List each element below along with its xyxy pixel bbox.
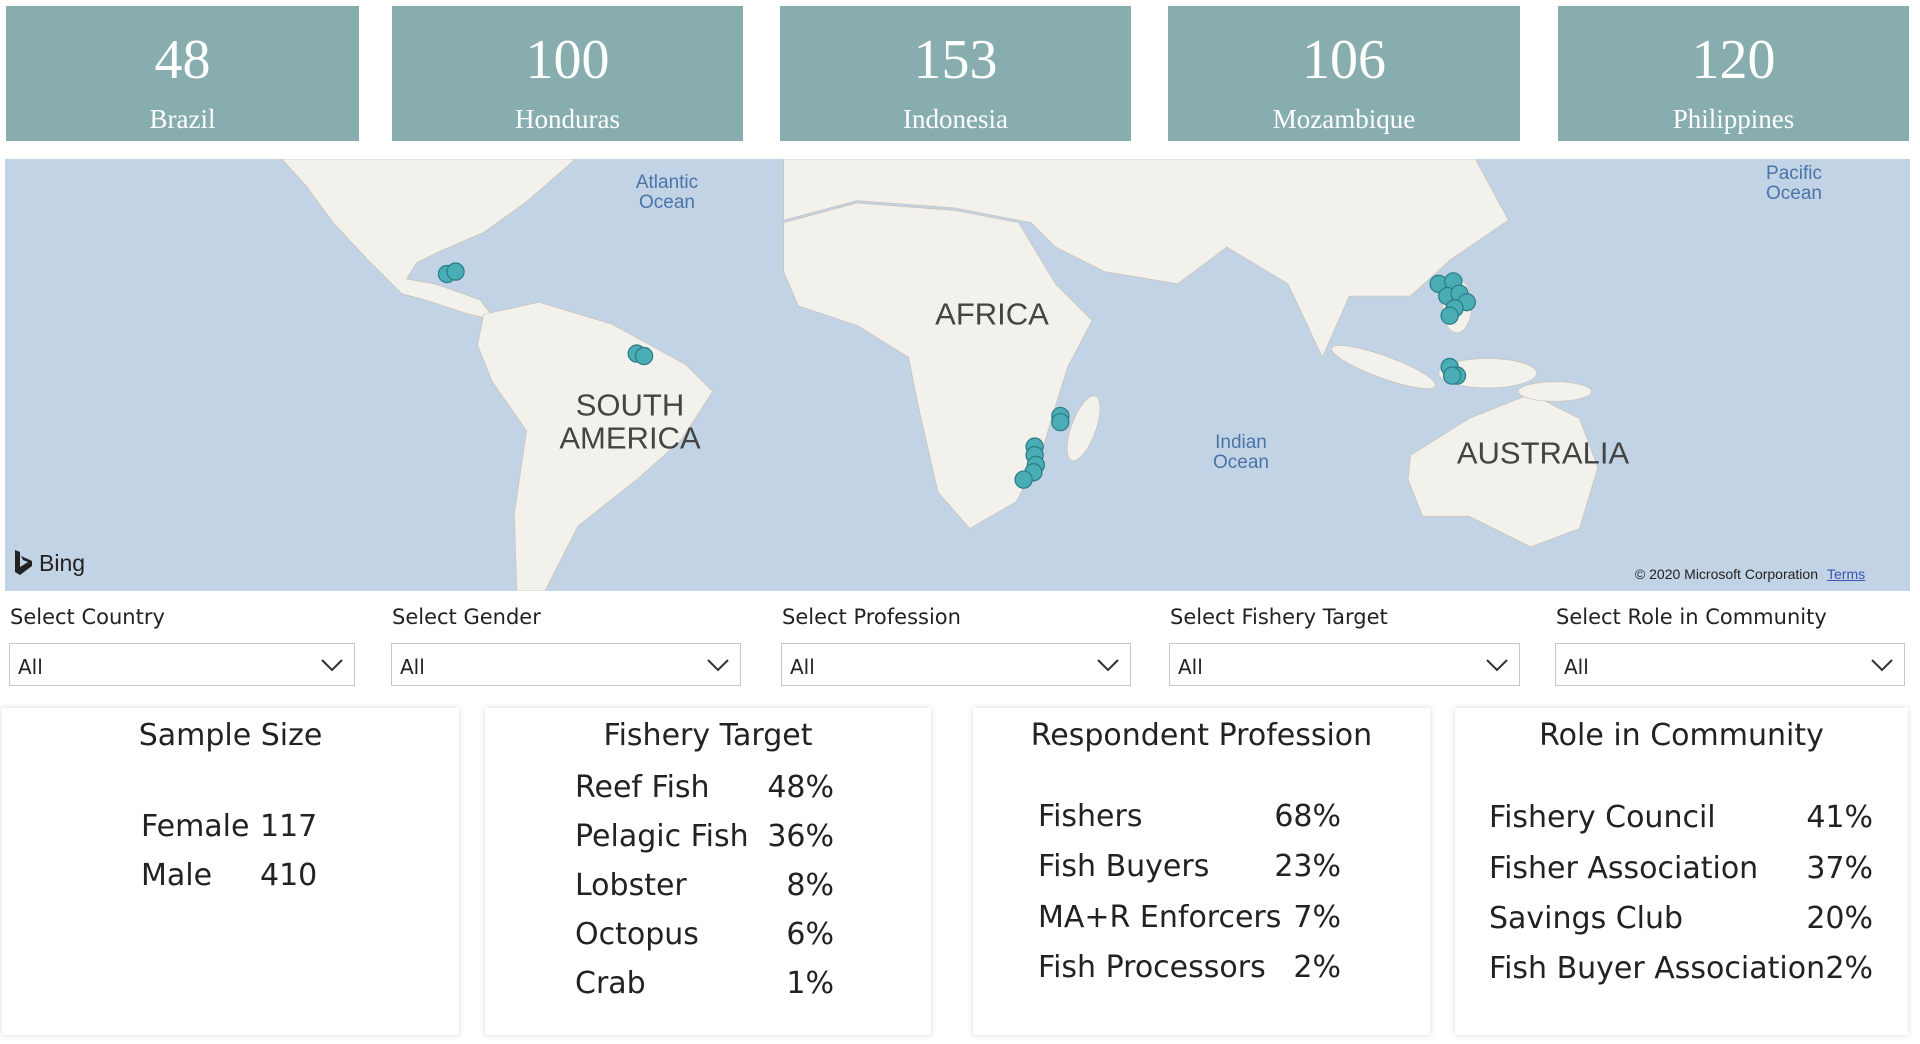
country-card[interactable]: 153 Indonesia <box>780 6 1131 141</box>
panel-title: Role in Community <box>1539 718 1824 753</box>
row-value: 37% <box>1806 851 1873 886</box>
row-label: Fish Processors <box>1038 950 1266 985</box>
summary-panel: Fishery Target Reef Fish 48% Pelagic Fish 36… <box>485 708 931 1035</box>
filter-dropdown[interactable]: All <box>781 643 1131 686</box>
map-label: SOUTH AMERICA <box>559 387 701 455</box>
filter-value: All <box>400 655 425 679</box>
map-markers <box>437 262 1476 489</box>
card-country: Brazil <box>149 104 216 134</box>
filter-dropdown[interactable]: All <box>391 643 741 686</box>
chevron <box>1097 659 1119 672</box>
country-card[interactable]: 48 Brazil <box>6 6 359 141</box>
filter-dropdown[interactable]: All <box>1555 643 1905 686</box>
summary-panel: Sample Size Female 117 Male 410 <box>2 708 459 1035</box>
card-value: 106 <box>1302 29 1386 91</box>
row-value: 7% <box>1293 900 1341 935</box>
row-value: 41% <box>1806 800 1873 835</box>
filter-value: All <box>1564 655 1589 679</box>
card-country: Mozambique <box>1272 104 1416 134</box>
map-label: AUSTRALIA <box>1456 435 1630 471</box>
filter-label: Select Profession <box>782 605 961 629</box>
chevron <box>707 659 729 672</box>
filter-dropdown[interactable]: All <box>1169 643 1520 686</box>
row-value: 6% <box>786 917 834 952</box>
filter-value: All <box>18 655 43 679</box>
country-card[interactable]: 106 Mozambique <box>1168 6 1520 141</box>
row-label: Fishery Council <box>1489 800 1716 835</box>
map-label: Atlantic Ocean <box>635 172 699 213</box>
card-value: 48 <box>154 29 211 91</box>
filter-label: Select Country <box>10 605 165 629</box>
row-label: Reef Fish <box>575 770 710 805</box>
summary-panel: Role in Community Fishery Council 41% Fishe… <box>1455 708 1908 1035</box>
map-label: Indian Ocean <box>1213 432 1269 473</box>
row-label: Fishers <box>1038 799 1143 834</box>
chevron <box>1871 659 1893 672</box>
row-label: Pelagic Fish <box>575 819 749 854</box>
row-label: Female <box>141 809 250 844</box>
card-country: Honduras <box>515 104 620 134</box>
filter-value: All <box>1178 655 1203 679</box>
row-value: 117 <box>260 809 318 844</box>
summary-panel: Respondent Profession Fishers 68% Fish Buye… <box>973 708 1430 1035</box>
card-value: 153 <box>913 29 998 91</box>
country-card[interactable]: 120 Philippines <box>1558 6 1909 141</box>
map-provider: Bing <box>39 550 86 576</box>
map-label: Pacific Ocean <box>1766 163 1822 204</box>
card-country: Philippines <box>1672 104 1795 134</box>
panel-title: Sample Size <box>138 718 323 753</box>
chevron <box>1486 659 1508 672</box>
panel-title: Fishery Target <box>603 718 813 753</box>
row-value: 8% <box>786 868 834 903</box>
map-terms-link[interactable]: Terms <box>1827 566 1866 582</box>
card-country: Indonesia <box>903 104 1008 134</box>
filter-label: Select Role in Community <box>1556 605 1827 629</box>
row-value: 23% <box>1274 849 1341 884</box>
country-card[interactable]: 100 Honduras <box>392 6 743 141</box>
filter-label: Select Gender <box>392 605 541 629</box>
row-label: Male <box>141 858 213 893</box>
row-value: 410 <box>260 858 318 893</box>
filter-dropdown[interactable]: All <box>9 643 355 686</box>
chevron <box>321 659 343 672</box>
row-value: 2% <box>1825 951 1873 986</box>
filter-value: All <box>790 655 815 679</box>
row-value: 48% <box>767 770 834 805</box>
map-canvas <box>281 159 1599 591</box>
filter-label: Select Fishery Target <box>1170 605 1388 629</box>
row-value: 2% <box>1293 950 1341 985</box>
row-value: 1% <box>786 966 834 1001</box>
row-label: Savings Club <box>1489 901 1684 936</box>
row-label: Fish Buyers <box>1038 849 1210 884</box>
bing-logo <box>15 550 32 575</box>
panel-title: Respondent Profession <box>1030 718 1373 753</box>
row-label: Crab <box>575 966 646 1001</box>
row-label: Fish Buyer Association <box>1489 951 1826 986</box>
map[interactable]: Bing © 2020 Microsoft Corporation Terms … <box>5 159 1910 591</box>
row-value: 36% <box>767 819 834 854</box>
card-value: 120 <box>1691 29 1776 91</box>
row-label: Octopus <box>575 917 699 952</box>
card-value: 100 <box>525 29 610 91</box>
map-label: AFRICA <box>935 296 1049 332</box>
row-label: MA+R Enforcers <box>1038 900 1282 935</box>
row-label: Lobster <box>575 868 687 903</box>
row-value: 68% <box>1274 799 1341 834</box>
row-label: Fisher Association <box>1489 851 1759 886</box>
map-copyright: © 2020 Microsoft Corporation <box>1634 566 1818 582</box>
row-value: 20% <box>1806 901 1873 936</box>
